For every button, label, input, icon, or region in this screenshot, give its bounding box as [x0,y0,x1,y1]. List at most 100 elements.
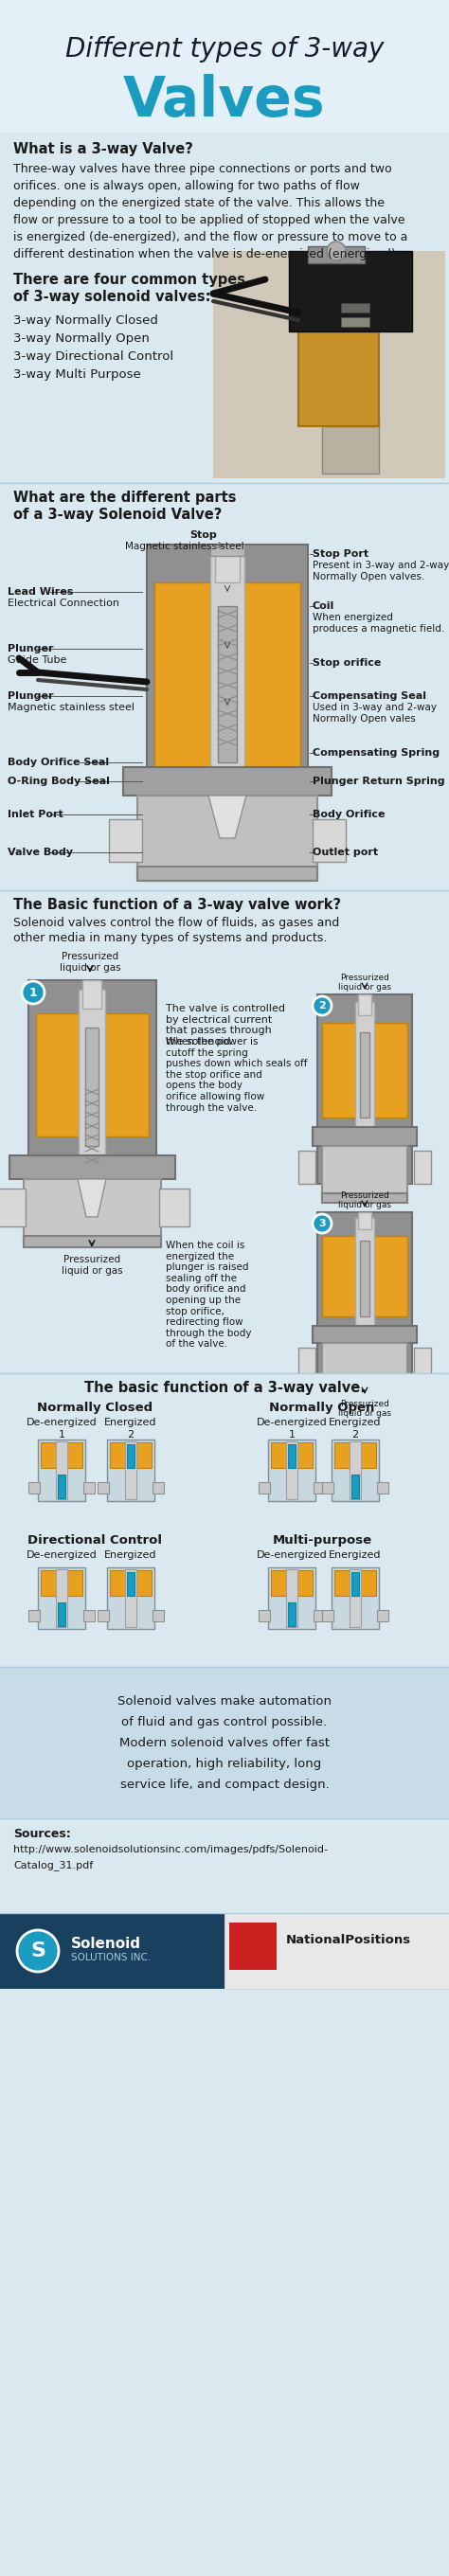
Text: Energized: Energized [105,1551,157,1561]
Bar [5,948,444,1360]
Circle shape [327,242,346,260]
Text: When the power is
cutoff the spring
pushes down which seals off
the stop orifice: When the power is cutoff the spring push… [166,1038,308,1113]
Bar [0,484,449,891]
Circle shape [17,1929,59,1971]
Bar [341,317,370,327]
Text: Normally Open: Normally Open [269,1401,375,1414]
Bar [360,1033,370,1118]
Text: Pressurized
liquid or gas: Pressurized liquid or gas [338,1399,391,1419]
Circle shape [313,1213,331,1234]
Bar [355,1002,374,1131]
Text: Guide Tube: Guide Tube [8,654,66,665]
Bar [289,250,412,332]
Bar [28,1481,40,1494]
Bar [0,1188,26,1226]
Bar [358,1213,371,1229]
Text: Pressurized
liquid or gas: Pressurized liquid or gas [338,974,391,992]
Bar [313,819,346,863]
Bar [322,1193,407,1203]
Bar [56,1569,67,1628]
Bar [127,1445,135,1468]
Text: Plunger: Plunger [8,644,53,654]
Text: Solenoid valves control the flow of fluids, as gases and: Solenoid valves control the flow of flui… [13,917,339,930]
Text: Solenoid valves make automation: Solenoid valves make automation [118,1695,331,1708]
Bar [308,247,365,263]
Bar [0,0,449,131]
Bar [313,1481,325,1494]
Bar [28,1610,40,1620]
Text: De-energized: De-energized [26,1551,97,1561]
Text: Pressurized
liquid or gas: Pressurized liquid or gas [59,951,121,971]
Bar [313,1128,417,1146]
Text: Different types of 3-way: Different types of 3-way [65,36,384,62]
Text: When energized: When energized [313,613,393,623]
Bar [224,1914,449,1989]
Bar [97,1610,109,1620]
Polygon shape [208,796,247,837]
Bar [28,981,156,1216]
Bar [84,1481,95,1494]
Text: De-energized: De-energized [26,1417,97,1427]
Bar [0,891,449,1373]
Bar [0,1373,449,1752]
Bar [41,1443,83,1468]
Bar [335,1443,376,1468]
Text: The basic function of a 3-way valve.: The basic function of a 3-way valve. [84,1381,365,1396]
Bar [24,1180,161,1242]
Bar [322,417,379,474]
Bar [107,1440,154,1502]
Bar [317,1213,412,1378]
Text: 2: 2 [352,1430,359,1440]
Bar [58,1473,66,1499]
Text: Electrical Connection: Electrical Connection [8,598,119,608]
Text: Used in 3-way and 2-way: Used in 3-way and 2-way [313,703,437,711]
Bar [56,1443,67,1499]
Text: 3-way Directional Control: 3-way Directional Control [13,350,173,363]
Bar [41,1571,83,1595]
Bar [83,981,101,1010]
Text: Inlet Port: Inlet Port [8,809,63,819]
Text: of 3-way solenoid valves:: of 3-way solenoid valves: [13,291,211,304]
Bar [123,768,331,796]
Bar [153,1610,164,1620]
Bar [299,322,379,425]
Text: Plunger: Plunger [8,690,53,701]
Text: What is a 3-way Valve?: What is a 3-way Valve? [13,142,193,157]
Text: Valves: Valves [123,75,326,129]
Bar [125,1443,136,1499]
Bar [147,544,308,881]
Bar [259,1481,270,1494]
Text: Stop Port: Stop Port [313,549,369,559]
Text: What are the different parts: What are the different parts [13,489,236,505]
Bar [259,1610,270,1620]
Text: 1: 1 [288,1430,295,1440]
Text: S: S [31,1942,45,1960]
Text: of fluid and gas control possible.: of fluid and gas control possible. [122,1716,327,1728]
Bar [352,1571,359,1595]
Bar [97,1481,109,1494]
Text: Outlet port: Outlet port [313,848,378,858]
Bar [24,1236,161,1247]
Text: Normally Closed: Normally Closed [37,1401,153,1414]
Text: Present in 3-way and 2-way: Present in 3-way and 2-way [313,562,449,569]
Bar [271,1443,313,1468]
Bar [288,1445,295,1468]
Text: The Basic function of a 3-way valve work?: The Basic function of a 3-way valve work… [13,899,341,912]
Text: Magnetic stainless steel: Magnetic stainless steel [8,703,135,711]
Text: depending on the energized state of the valve. This allows the: depending on the energized state of the … [13,196,385,209]
Text: The valve is controlled
by electrical current
that passes through
the solenoid.: The valve is controlled by electrical cu… [166,1005,285,1046]
Bar [360,1242,370,1316]
Bar [322,1342,407,1388]
Bar [322,1610,334,1620]
Bar [322,1481,334,1494]
Bar [0,131,449,484]
Bar [268,1566,316,1628]
Bar [299,1347,316,1376]
Text: produces a magnetic field.: produces a magnetic field. [313,623,445,634]
Text: Three-way valves have three pipe connections or ports and two: Three-way valves have three pipe connect… [13,162,392,175]
Text: De-energized: De-energized [256,1417,327,1427]
Text: SOLUTIONS INC.: SOLUTIONS INC. [71,1953,151,1963]
Text: is energized (de-energized), and the flow or pressure to move to a: is energized (de-energized), and the flo… [13,232,408,242]
Text: Pressurized
liquid or gas: Pressurized liquid or gas [338,1190,391,1211]
Bar [137,866,317,881]
